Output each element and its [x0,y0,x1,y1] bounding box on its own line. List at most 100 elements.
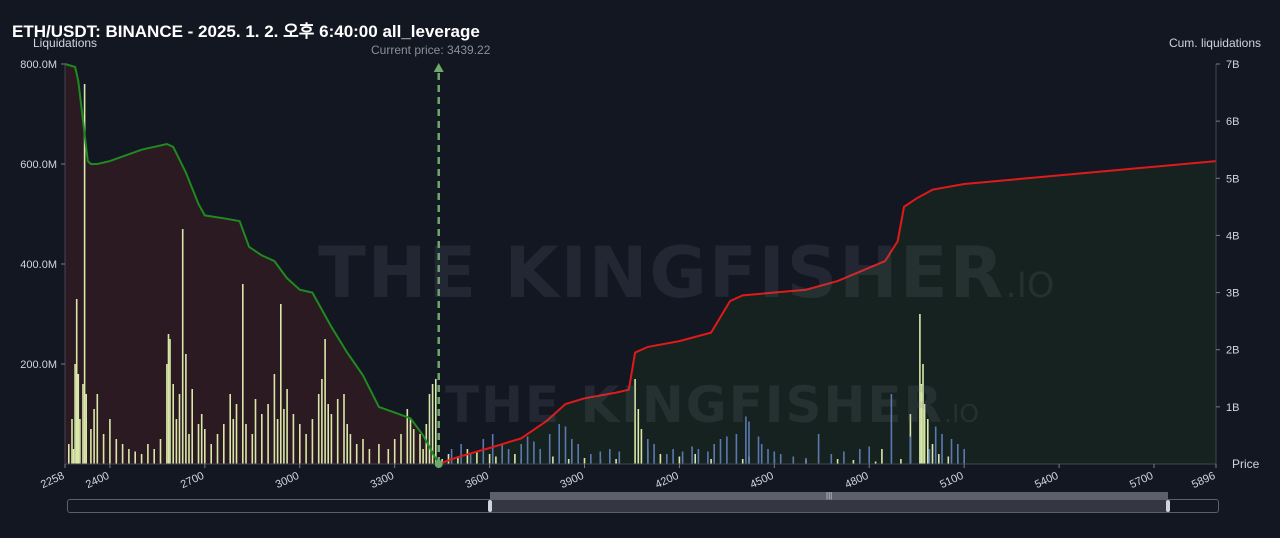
liquidation-bar-77 [422,449,424,464]
zoom-handle-left[interactable] [488,500,492,512]
liquidation-bar-64 [346,424,348,464]
liquidation-bar-92 [567,459,570,464]
liquidation-bar-blue-45 [868,446,870,464]
watermark-small: THE KINGFISHER.IO [445,376,979,434]
liquidation-bar-83 [447,454,450,464]
liquidation-bar-80 [431,384,434,464]
liquidation-bar-98 [640,429,643,464]
liquidation-bar-blue-8 [526,436,529,464]
liquidation-bar-blue-24 [681,451,684,464]
liquidation-bar-12 [96,394,99,464]
watermark-large-suffix: .IO [1005,266,1055,306]
liquidation-bar-blue-16 [590,454,592,464]
chart-title: ETH/USDT: BINANCE - 2025. 1. 2. 오후 6:40:… [12,22,480,41]
liquidation-bar-blue-31 [735,434,738,464]
liquidation-bar-24 [167,334,170,464]
liquidation-bar-26 [172,384,174,464]
liquidation-bar-41 [235,404,238,464]
liquidation-bar-62 [336,399,339,464]
liquidation-bar-54 [299,424,301,464]
current-price-label: Current price: 3439.22 [371,43,491,57]
liquidation-bar-82 [441,459,443,464]
liquidation-bar-118 [927,419,929,464]
liquidation-bar-blue-6 [507,449,510,464]
liquidation-bar-87 [488,454,491,464]
liquidation-bar-18 [134,451,136,464]
liquidation-bar-blue-47 [909,436,912,464]
liquidation-bar-blue-5 [501,444,503,464]
liquidation-bar-45 [254,399,257,464]
watermark-large-text: THE KINGFISHER [318,232,1006,314]
liquidation-bar-27 [175,419,178,464]
x-tick-label-4: 3300 [369,470,396,491]
liquidation-bar-blue-51 [950,439,953,464]
liquidation-bar-108 [836,459,839,464]
liquidation-bar-blue-26 [697,449,700,464]
liquidation-bar-110 [874,461,877,464]
liquidation-bar-96 [634,379,636,464]
right-axis-label: Cum. liquidations [1168,36,1261,50]
liquidation-bar-88 [495,456,497,464]
liquidation-bar-66 [355,444,358,464]
right-tick-label-1: 2B [1226,345,1239,357]
liquidation-bar-blue-2 [469,454,472,464]
liquidation-bar-119 [931,444,934,464]
liquidation-bar-blue-32 [745,416,747,464]
liquidation-bar-93 [583,458,586,464]
liquidation-bar-47 [267,404,269,464]
x-tick-label-7: 4200 [653,470,680,491]
liquidation-bar-6 [79,419,81,464]
liquidation-bar-76 [419,434,421,464]
liquidation-bar-blue-7 [520,444,522,464]
liquidation-bar-blue-42 [830,454,833,464]
x-tick-label-13: 5896 [1190,470,1217,491]
liquidation-bar-19 [140,454,143,464]
left-tick-label-2: 600.0M [20,159,57,171]
liquidation-bar-101 [678,456,681,464]
liquidation-bar-50 [280,304,282,464]
liquidation-bar-7 [82,384,84,464]
zoom-handle-right[interactable] [1166,500,1170,512]
liquidation-bar-97 [637,409,640,464]
liquidation-bar-121 [947,456,950,464]
x-tick-label-8: 4500 [748,470,775,491]
liquidation-bar-65 [349,434,352,464]
liquidation-bar-111 [881,449,883,464]
liquidation-bar-74 [409,419,412,464]
liquidation-bar-40 [232,419,235,464]
liquidation-bar-blue-21 [653,444,655,464]
liquidation-bar-blue-36 [767,449,769,464]
liquidation-bar-43 [245,424,247,464]
liquidation-bar-34 [200,414,203,464]
liquidation-bar-46 [261,414,263,464]
liquidation-bar-20 [147,444,149,464]
liquidation-bar-48 [273,374,276,464]
liquidation-bar-blue-35 [760,444,763,464]
liquidation-bar-55 [305,434,307,464]
liquidation-bar-33 [197,424,200,464]
zoom-scrollbar-top-bar[interactable] [490,492,1168,499]
x-tick-label-1: 2400 [84,470,111,491]
liquidation-bar-blue-41 [817,434,820,464]
liquidation-bar-29 [181,229,184,464]
liquidation-bar-86 [476,451,478,464]
liquidation-bar-blue-19 [618,451,621,464]
liquidation-bar-blue-49 [934,426,937,464]
liquidation-bar-91 [552,456,554,464]
liquidation-bar-9 [85,394,87,464]
liquidation-bar-59 [324,339,326,464]
x-tick-label-3: 3000 [274,470,301,491]
x-tick-label-11: 5400 [1033,470,1060,491]
liquidation-bar-blue-23 [672,449,674,464]
liquidation-bar-0 [68,444,70,464]
liquidation-bar-100 [659,454,662,464]
zoom-scrollbar-thumb[interactable] [490,499,1168,513]
liquidation-bar-69 [378,444,380,464]
zoom-scrollbar-grip-icon[interactable]: ||| [826,491,833,500]
liquidation-bar-blue-4 [491,434,494,464]
x-tick-label-2: 2700 [179,470,206,491]
liquidation-bar-25 [169,339,171,464]
zoom-scrollbar[interactable] [67,499,1219,513]
liquidation-bar-71 [393,439,396,464]
